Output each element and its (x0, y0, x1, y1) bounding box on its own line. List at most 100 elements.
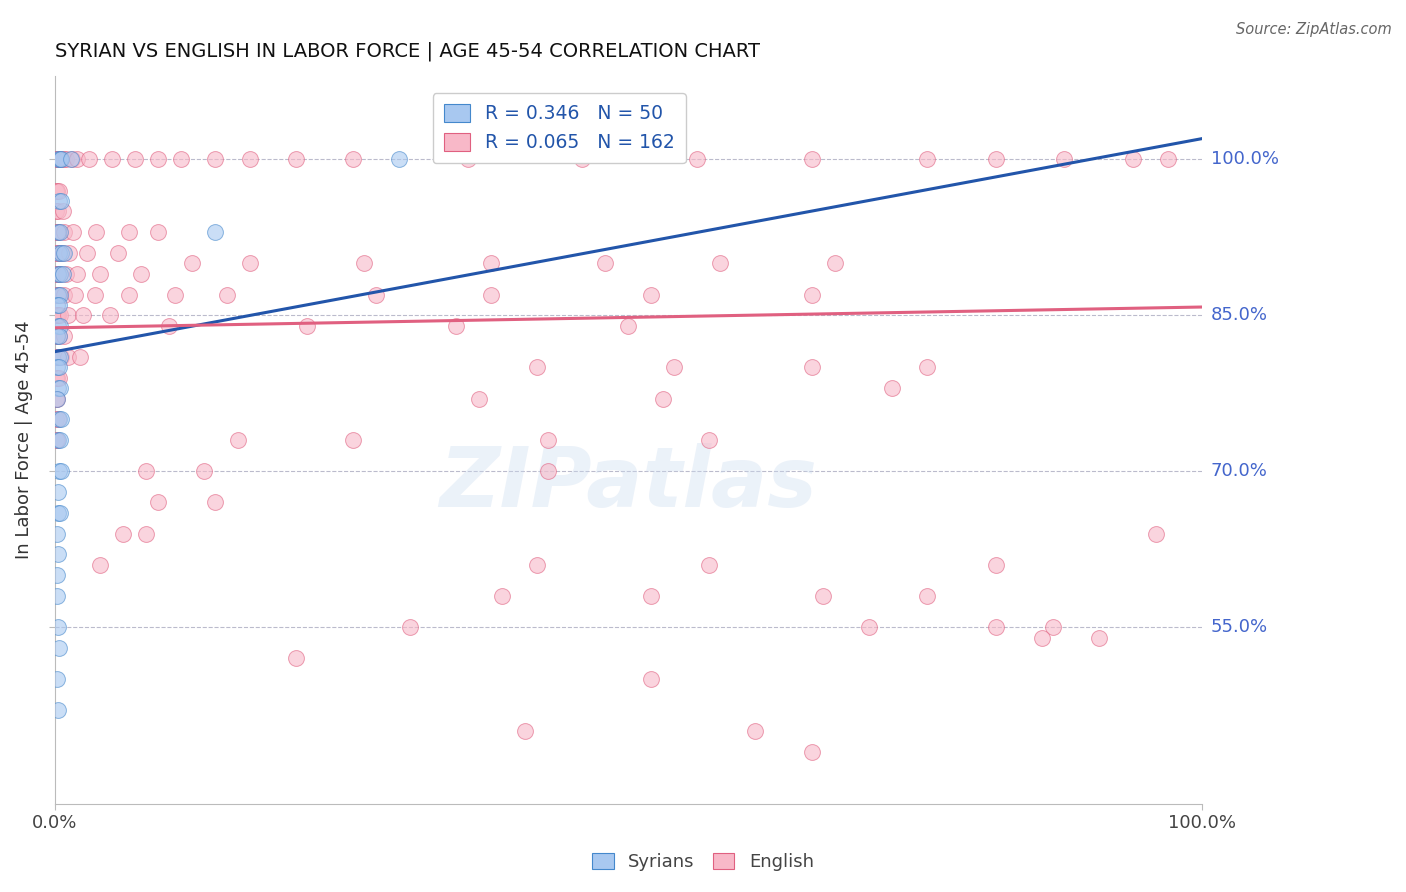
Point (55, 267, 77, 281)
Point (45, 267, 67, 281)
Point (45, 153, 67, 167)
Point (170, 153, 193, 167)
Point (1031, 631, 1053, 645)
Point (342, 153, 364, 167)
Point (45, 225, 67, 239)
Point (984, 558, 1007, 572)
Point (284, 651, 307, 665)
Legend: Syrians, English: Syrians, English (585, 846, 821, 879)
Point (48, 184, 70, 198)
Point (1053, 153, 1076, 167)
Point (858, 620, 880, 634)
Point (98, 309, 121, 323)
Point (49, 309, 72, 323)
Point (46, 350, 69, 364)
Point (1088, 631, 1111, 645)
Text: 100.0%: 100.0% (1211, 151, 1278, 169)
Point (45, 589, 67, 603)
Point (49, 267, 72, 281)
Point (49, 267, 72, 281)
Point (46, 548, 69, 562)
Point (48, 153, 70, 167)
Point (45, 246, 67, 260)
Point (51, 153, 73, 167)
Point (76, 246, 98, 260)
Point (45, 246, 67, 260)
Point (651, 392, 673, 406)
Point (146, 153, 169, 167)
Point (45, 350, 67, 364)
Point (52, 225, 75, 239)
Point (46, 267, 69, 281)
Point (112, 526, 135, 541)
Point (46, 703, 69, 717)
Point (984, 620, 1007, 634)
Point (118, 287, 141, 301)
Point (537, 433, 560, 447)
Point (45, 392, 67, 406)
Point (135, 526, 157, 541)
Point (101, 153, 124, 167)
Point (52, 153, 75, 167)
Point (48, 464, 70, 478)
Point (49, 433, 72, 447)
Point (479, 256, 502, 270)
Point (45, 526, 67, 541)
Point (45, 370, 67, 384)
Point (915, 589, 938, 603)
Point (46, 153, 69, 167)
Point (46, 267, 69, 281)
Point (45, 392, 67, 406)
Point (1042, 620, 1064, 634)
Point (62, 225, 84, 239)
Point (399, 620, 422, 634)
Y-axis label: In Labor Force | Age 45-54: In Labor Force | Age 45-54 (15, 321, 32, 559)
Point (60, 153, 83, 167)
Point (52, 246, 75, 260)
Point (46, 506, 69, 520)
Point (204, 153, 226, 167)
Point (284, 153, 307, 167)
Point (51, 246, 73, 260)
Point (697, 558, 720, 572)
Point (146, 495, 169, 509)
Point (640, 672, 662, 686)
Point (49, 225, 72, 239)
Point (46, 153, 69, 167)
Point (513, 724, 536, 739)
Point (58, 309, 80, 323)
Point (46, 318, 69, 333)
Point (49, 153, 72, 167)
Point (46, 350, 69, 364)
Text: ZIPatlas: ZIPatlas (440, 443, 817, 524)
Point (58, 246, 80, 260)
Point (46, 225, 69, 239)
Point (45, 309, 67, 323)
Point (107, 246, 129, 260)
Point (801, 153, 824, 167)
Point (45, 329, 67, 343)
Point (45, 392, 67, 406)
Point (45, 287, 67, 301)
Point (45, 204, 67, 219)
Point (84, 225, 107, 239)
Point (48, 329, 70, 343)
Point (526, 360, 548, 375)
Point (46, 204, 69, 219)
Point (801, 360, 824, 375)
Point (744, 724, 766, 739)
Point (364, 287, 387, 301)
Point (89, 267, 111, 281)
Point (51, 464, 73, 478)
Point (1157, 153, 1180, 167)
Point (882, 381, 904, 395)
Point (51, 350, 73, 364)
Point (45, 225, 67, 239)
Point (1144, 526, 1167, 541)
Point (640, 589, 662, 603)
Point (66, 153, 89, 167)
Point (204, 495, 226, 509)
Point (45, 433, 67, 447)
Point (984, 153, 1007, 167)
Point (49, 153, 72, 167)
